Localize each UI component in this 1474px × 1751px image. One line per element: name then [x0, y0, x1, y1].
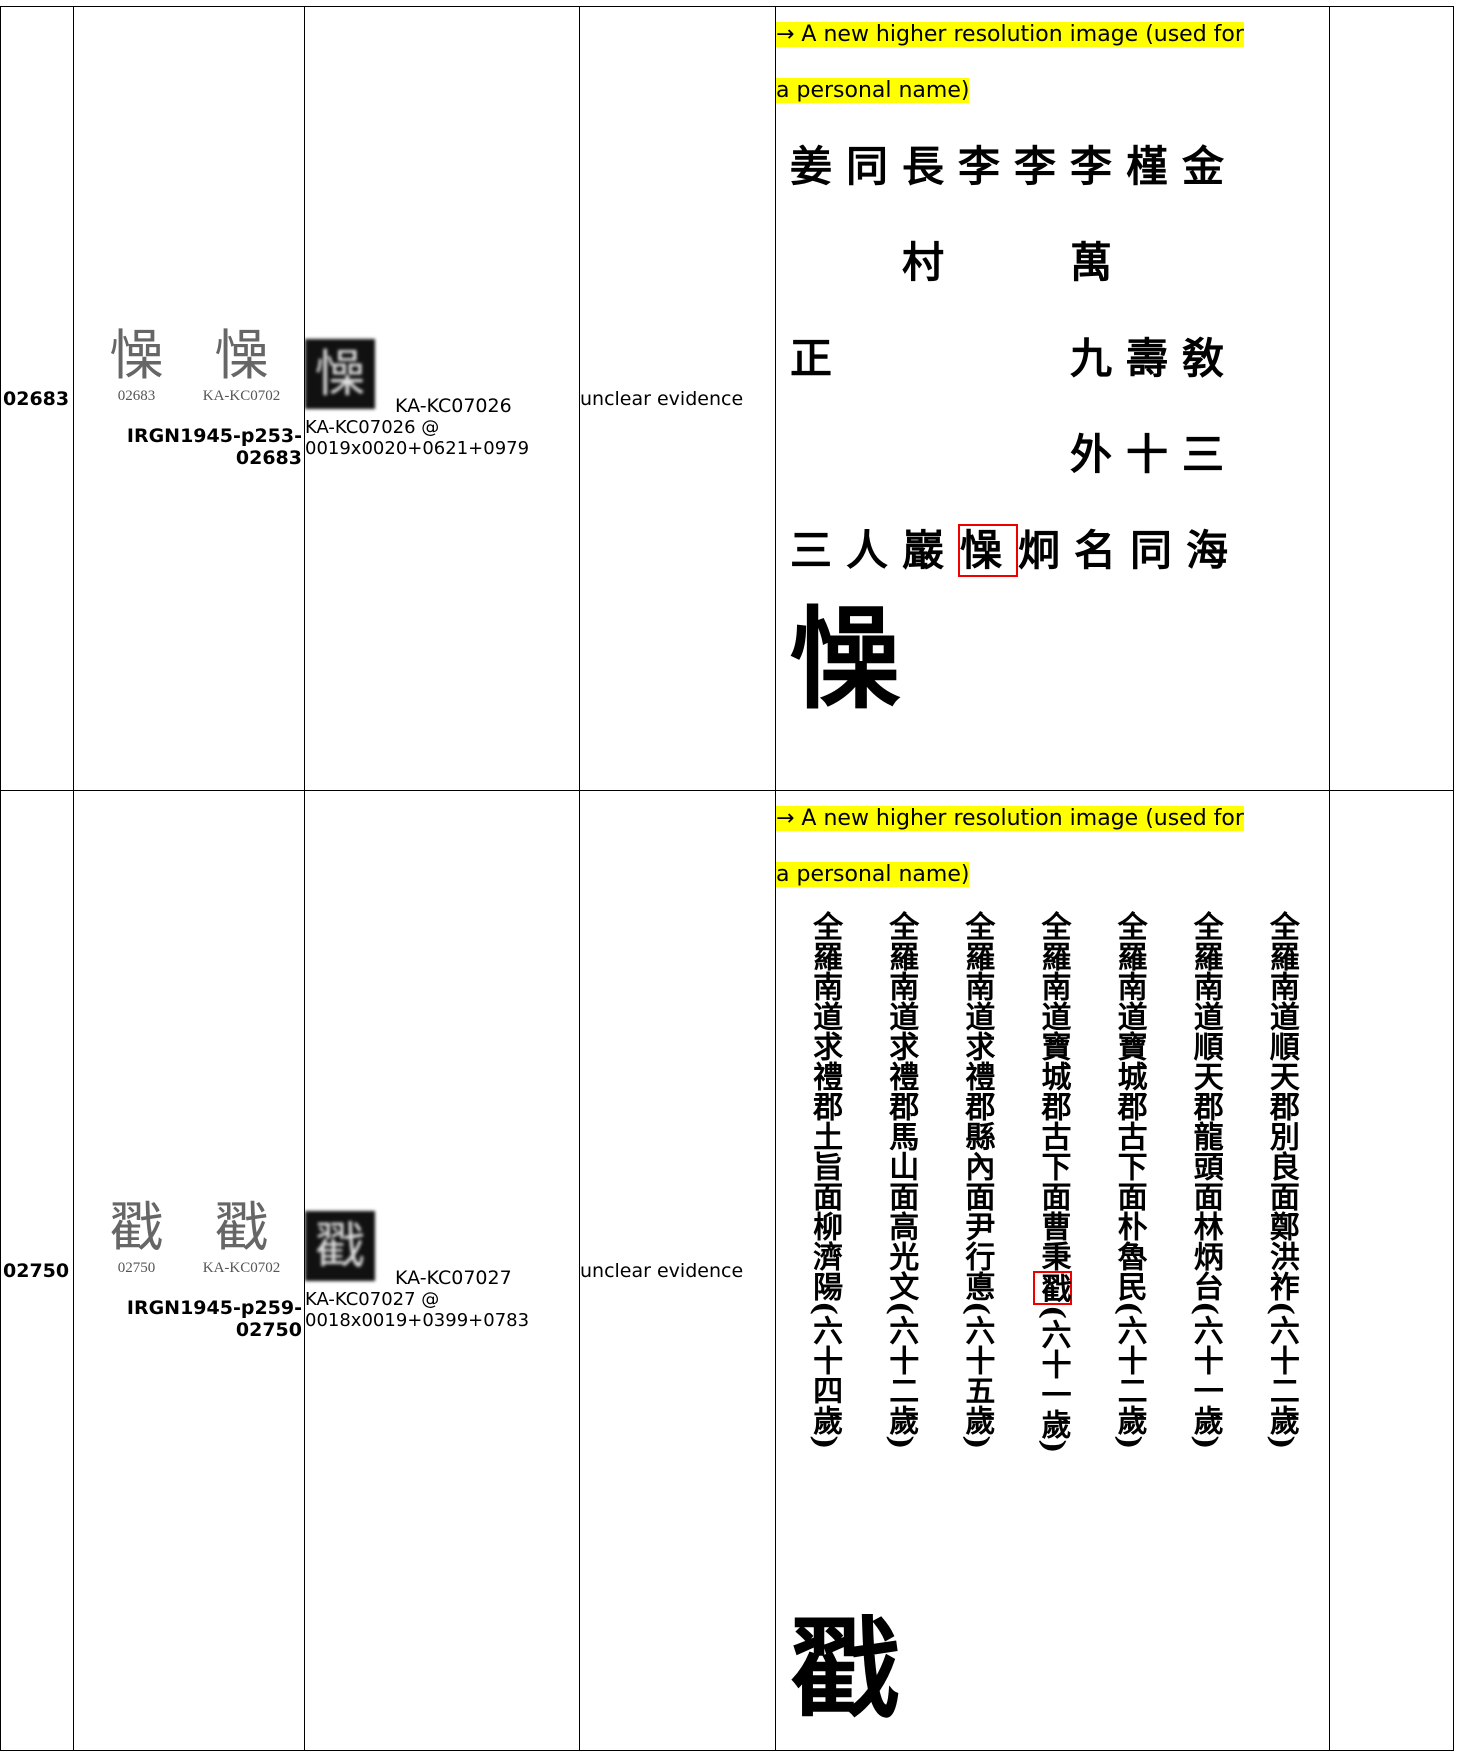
highlighted-char: 懆 [958, 524, 1019, 577]
excerpt-line: 村 萬 [777, 215, 1329, 311]
excerpt-text: 全羅南道求禮郡馬山面高光文(六十二歲) [883, 911, 919, 1450]
enlarged-glyph: 懆 [790, 595, 900, 724]
kc-top: 懆 KA-KC07026 [305, 338, 579, 417]
excerpt-text: 炯名同海 [1018, 526, 1243, 575]
glyph: 懆 [109, 323, 164, 387]
kc-top: 戳 KA-KC07027 [305, 1210, 579, 1289]
excerpt-text: 全羅南道順天郡別良面鄭洪祚(六十二歲) [1263, 911, 1299, 1450]
evidence: unclear evidence [579, 790, 776, 1751]
excerpt-text: 村 萬 [790, 238, 1127, 287]
note-text: → A new higher resolution image (used fo… [776, 806, 1244, 831]
note-cell: → A new higher resolution image (used fo… [775, 790, 1330, 1751]
glyph-caption: 02750 [117, 1259, 156, 1276]
excerpt-text: 全羅南道寶城郡古下面曹秉 [1035, 911, 1071, 1271]
excerpt-column: 全羅南道求禮郡縣內面尹行悳(六十五歲) [959, 911, 995, 1601]
excerpt-text: 全羅南道順天郡龍頭面林炳台(六十一歲) [1187, 911, 1223, 1450]
excerpt-column: 全羅南道順天郡龍頭面林炳台(六十一歲) [1187, 911, 1223, 1601]
excerpt-text: 全羅南道求禮郡土旨面柳濟陽(六十四歲) [807, 911, 843, 1450]
excerpt-line: 姜同長李李李槿金 [777, 119, 1329, 215]
kc-cell: 懆 KA-KC07026 KA-KC07026 @ 0019x0020+0621+0… [304, 6, 580, 791]
glyph-cell: 戳戳 02750 KA-KC0702 IRGN1945-p259-02750 [73, 790, 305, 1751]
excerpt-text: 三人巖 [790, 526, 959, 575]
kc-label: KA-KC07026 [395, 394, 512, 417]
note-cell: → A new higher resolution image (used fo… [775, 6, 1330, 791]
empty-cell [1329, 790, 1454, 1751]
source-ref: IRGN1945-p259-02750 [126, 1296, 302, 1341]
excerpt-column: 全羅南道寶城郡古下面朴魯民(六十二歲) [1111, 911, 1147, 1601]
excerpt-column: 全羅南道求禮郡馬山面高光文(六十二歲) [883, 911, 919, 1601]
glyph: 戳 [214, 1195, 269, 1259]
excerpt-line: 外十三 [777, 407, 1329, 503]
excerpt-text: 全羅南道求禮郡縣內面尹行悳(六十五歲) [959, 911, 995, 1450]
excerpt-line: 正 九壽敎 [777, 311, 1329, 407]
source-ref: IRGN1945-p253-02683 [126, 424, 302, 469]
excerpt-column: 全羅南道順天郡別良面鄭洪祚(六十二歲) [1263, 911, 1299, 1601]
glyph-caption: KA-KC0702 [202, 1259, 281, 1276]
row: 02750 戳戳 02750 KA-KC0702 IRGN1945-p259-02750… [0, 790, 1454, 1751]
empty-cell [1329, 6, 1454, 791]
enlarged-glyph: 戳 [790, 1605, 900, 1734]
kc-image: 懆 [305, 338, 375, 409]
evidence: unclear evidence [579, 6, 776, 791]
id-cell: 02750 [0, 790, 74, 1751]
kc-cell: 戳 KA-KC07027 KA-KC07027 @ 0018x0019+0399+0… [304, 790, 580, 1751]
row: 02683 懆懆 02683 KA-KC0702 IRGN1945-p253-02683… [0, 6, 1454, 791]
note-text: → A new higher resolution image (used fo… [776, 22, 1244, 47]
excerpt-text: (六十一歲) [1035, 1305, 1071, 1454]
glyph-caption: 02683 [117, 387, 156, 404]
excerpt-text: 全羅南道寶城郡古下面朴魯民(六十二歲) [1111, 911, 1147, 1450]
kc-ref: KA-KC07027 @ 0018x0019+0399+0783 [305, 1288, 530, 1331]
excerpt-column: 全羅南道求禮郡土旨面柳濟陽(六十四歲) [807, 911, 843, 1601]
note-text: a personal name) [776, 78, 970, 103]
kc-image: 戳 [305, 1210, 375, 1281]
excerpt-text: 外十三 [790, 430, 1239, 479]
glyph-cell: 懆懆 02683 KA-KC0702 IRGN1945-p253-02683 [73, 6, 305, 791]
id-cell: 02683 [0, 6, 74, 791]
glyph: 戳 [109, 1195, 164, 1259]
glyph-caption: KA-KC0702 [202, 387, 281, 404]
excerpt-line: 三人巖懆炯名同海 [777, 503, 1329, 599]
highlighted-char: 戳 [1033, 1271, 1073, 1305]
excerpt-text: 正 九壽敎 [790, 334, 1239, 383]
glyph: 懆 [214, 323, 269, 387]
note-text: a personal name) [776, 862, 970, 887]
evidence-table: 02683 懆懆 02683 KA-KC0702 IRGN1945-p253-02683… [0, 6, 1454, 1751]
excerpt-columns: 全羅南道順天郡別良面鄭洪祚(六十二歲) 全羅南道順天郡龍頭面林炳台(六十一歲) 全羅… [777, 903, 1329, 1609]
kc-ref: KA-KC07026 @ 0019x0020+0621+0979 [305, 416, 530, 459]
excerpt-text: 姜同長李李李槿金 [790, 142, 1239, 191]
excerpt-column: 全羅南道寶城郡古下面曹秉戳(六十一歲) [1033, 911, 1073, 1601]
kc-label: KA-KC07027 [395, 1266, 512, 1289]
